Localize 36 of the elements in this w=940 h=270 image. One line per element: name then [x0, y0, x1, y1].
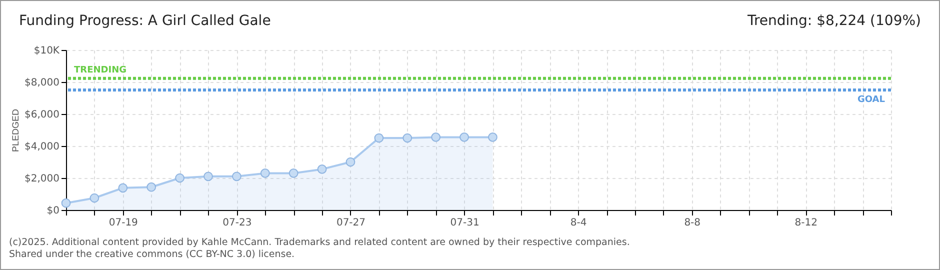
- chart-title: Funding Progress: A Girl Called Gale: [19, 13, 271, 29]
- point: [346, 157, 356, 167]
- y-tick-label: $0: [46, 206, 60, 216]
- point: [90, 193, 100, 203]
- y-tick-label: $4,000: [24, 142, 60, 152]
- point: [61, 198, 71, 208]
- y-tick-label: $6,000: [24, 110, 60, 120]
- point: [288, 168, 298, 178]
- text: (c)2025. Additional content provided by Kahle McCann. Trademarks and related content are owned by their respective companies.: [9, 237, 630, 249]
- point: [232, 172, 242, 182]
- x-tick-label: 07-23: [222, 218, 252, 228]
- point: [146, 182, 156, 192]
- point: [204, 172, 213, 182]
- point: [374, 133, 384, 143]
- x-tick-label: 8-4: [570, 218, 587, 228]
- x-tick-label: 07-19: [108, 218, 138, 228]
- x-tick-label: 07-27: [336, 218, 366, 228]
- point: [317, 164, 327, 174]
- ref-line-label: TRENDING: [74, 65, 126, 76]
- y-tick-label: $2,000: [24, 174, 60, 184]
- text: Shared under the creative commons (CC BY-NC 3.0) license.: [9, 249, 296, 261]
- text: Trending: $8,224 (109%): [747, 13, 921, 29]
- x-tick-label: 8-12: [794, 218, 818, 228]
- point: [431, 132, 441, 142]
- x-tick-label: 8-8: [684, 218, 701, 228]
- y-tick-label: $10K: [34, 46, 60, 56]
- point: [175, 173, 184, 183]
- y-tick-label: $8,000: [24, 78, 60, 88]
- ref-line-label: GOAL: [858, 95, 886, 105]
- point: [118, 183, 128, 193]
- y-axis-title: PLEDGED: [10, 108, 21, 152]
- point: [488, 132, 498, 142]
- point: [460, 132, 469, 142]
- point: [260, 168, 270, 178]
- point: [402, 133, 412, 143]
- x-tick-label: 07-31: [450, 218, 480, 228]
